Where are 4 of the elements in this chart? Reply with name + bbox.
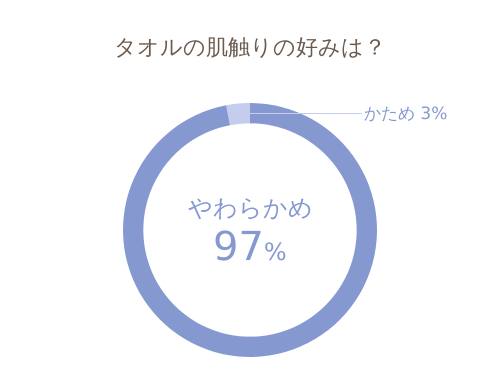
slice-label: やわらかめ	[188, 194, 313, 222]
chart-title: タオルの肌触りの好みは？	[114, 34, 386, 60]
slice-label: かため 3%	[364, 104, 448, 124]
data-label: 97%	[213, 224, 287, 270]
